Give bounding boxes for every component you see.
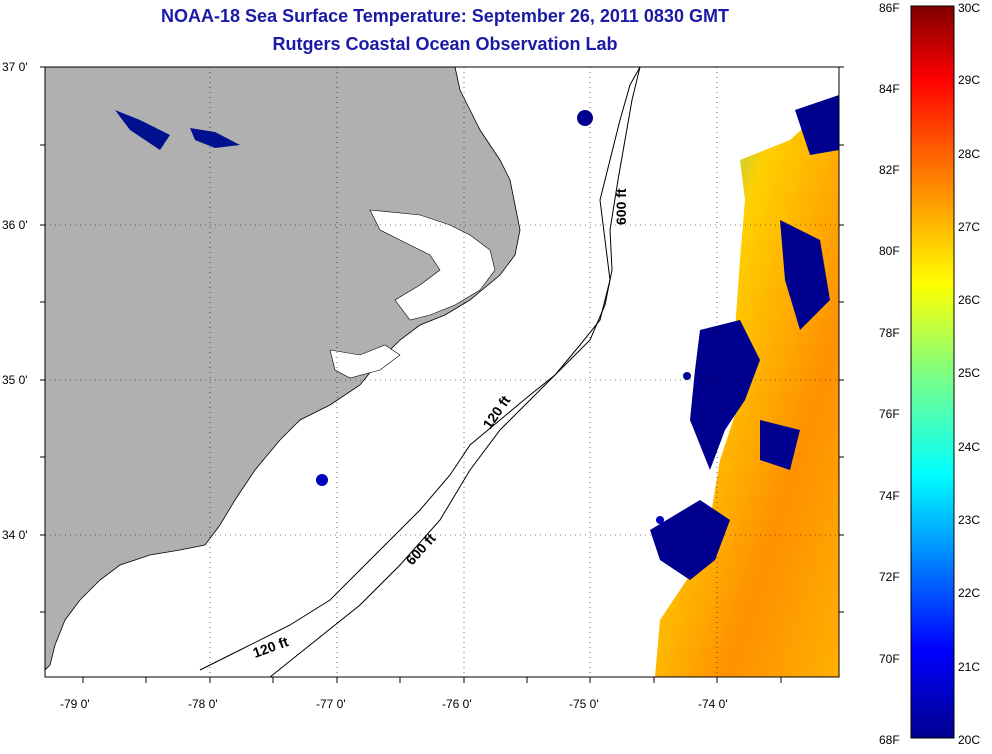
- lake-blue-2: [190, 128, 240, 148]
- cb-f-80: 80F: [879, 244, 900, 258]
- contour-120ft: [199, 67, 641, 671]
- map-frame: [44, 66, 840, 678]
- lat-label-35: 35 0': [2, 373, 28, 387]
- lon-label-78: -78 0': [188, 697, 218, 711]
- lat-label-36: 36 0': [2, 218, 28, 232]
- cb-f-70: 70F: [879, 652, 900, 666]
- cb-f-68: 68F: [879, 733, 900, 747]
- cb-c-24: 24C: [958, 440, 981, 454]
- lat-label-37: 37 0': [2, 60, 28, 74]
- cb-f-74: 74F: [879, 489, 900, 503]
- cb-c-22: 22C: [958, 586, 981, 600]
- cb-c-20: 20C: [958, 733, 981, 747]
- cb-f-78: 78F: [879, 326, 900, 340]
- lon-label-77: -77 0': [316, 697, 346, 711]
- cb-c-30: 30C: [958, 1, 981, 15]
- cb-f-84: 84F: [879, 82, 900, 96]
- lat-label-34: 34 0': [2, 528, 28, 542]
- sound-river: [329, 344, 401, 379]
- cb-c-21: 21C: [958, 660, 981, 674]
- grid: [45, 67, 839, 677]
- cb-f-72: 72F: [879, 570, 900, 584]
- cb-c-28: 28C: [958, 147, 981, 161]
- sst-cold-patch-3: [780, 220, 830, 330]
- sst-cold-patch-5: [760, 420, 800, 470]
- sst-spot: [316, 474, 328, 486]
- cb-f-76: 76F: [879, 407, 900, 421]
- lake-blue: [115, 110, 170, 150]
- sst-cold-patch-1: [690, 320, 760, 470]
- cb-c-26: 26C: [958, 293, 981, 307]
- lon-label-76: -76 0': [442, 697, 472, 711]
- axis-ticks: [40, 66, 844, 683]
- sst-cold-patch-4: [795, 95, 839, 155]
- cb-c-29: 29C: [958, 73, 981, 87]
- sst-cold-patch-2: [650, 500, 730, 580]
- map-title: NOAA-18 Sea Surface Temperature: Septemb…: [161, 6, 729, 26]
- lon-label-75: -75 0': [569, 697, 599, 711]
- sst-spot-2: [577, 110, 593, 126]
- contour-600ft: [269, 67, 641, 677]
- cb-f-82: 82F: [879, 163, 900, 177]
- sst-spot-4: [683, 372, 691, 380]
- cb-f-86: 86F: [879, 1, 900, 15]
- map-subtitle: Rutgers Coastal Ocean Observation Lab: [272, 34, 618, 54]
- cb-c-23: 23C: [958, 513, 981, 527]
- cb-c-25: 25C: [958, 366, 981, 380]
- colorbar: [910, 5, 955, 739]
- lon-label-79: -79 0': [60, 697, 90, 711]
- contour-label-600-north: 600 ft: [613, 188, 629, 225]
- sst-spot-3: [656, 516, 664, 524]
- cb-c-27: 27C: [958, 220, 981, 234]
- lon-label-74: -74 0': [698, 697, 728, 711]
